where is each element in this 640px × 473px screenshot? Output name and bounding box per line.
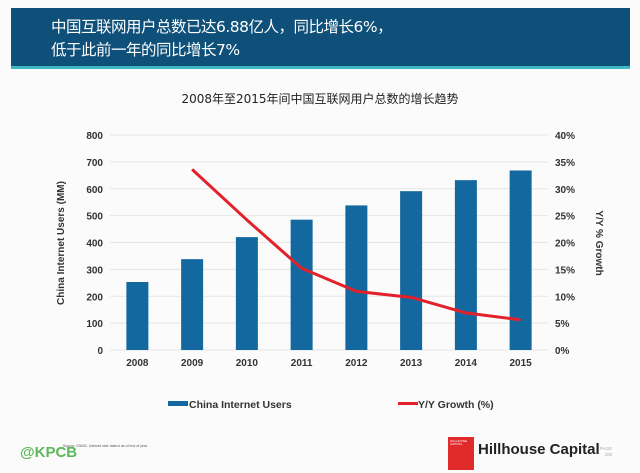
y2-tick-label: 40% [555, 131, 575, 142]
x-tick-label: 2013 [400, 358, 423, 369]
growth-line [191, 168, 521, 322]
x-tick-label: 2010 [236, 358, 259, 369]
y-tick-label: 200 [86, 292, 103, 303]
y2-tick-label: 5% [555, 319, 570, 330]
x-tick-label: 2011 [291, 358, 313, 369]
y2-axis-label: Y/Y % Growth [593, 210, 604, 275]
legend-swatch-users [168, 401, 188, 406]
x-tick-label: 2014 [455, 358, 478, 369]
y-tick-label: 0 [97, 346, 103, 357]
legend-label-users: China Internet Users [189, 399, 292, 411]
y2-tick-label: 30% [555, 185, 575, 196]
bar-2011 [290, 219, 313, 350]
y2-tick-label: 25% [555, 212, 575, 223]
bar-2013 [400, 191, 423, 350]
page-number: PAGE 180 [600, 446, 613, 457]
y-tick-label: 100 [86, 319, 103, 330]
y-tick-label: 400 [86, 239, 103, 250]
y-tick-label: 600 [86, 185, 103, 196]
y-tick-label: 500 [86, 212, 103, 223]
kpcb-logo: @KPCB [20, 444, 78, 461]
y2-tick-label: 35% [555, 158, 575, 169]
y2-tick-label: 20% [555, 239, 575, 250]
bar-2012 [345, 205, 368, 350]
chart-title: 2008年至2015年间中国互联网用户总数的增长趋势 [181, 92, 459, 106]
header-banner: 中国互联网用户总数已达6.88亿人，同比增长6%， 低于此前一年的同比增长7% [11, 8, 630, 69]
y-axis-label: China Internet Users (MM) [56, 181, 67, 305]
bar-2014 [454, 180, 477, 350]
hillhouse-logo: HILLHOUSE CAPITAL [448, 437, 474, 470]
y-tick-label: 300 [86, 265, 103, 276]
x-tick-label: 2008 [126, 358, 149, 369]
bar-2009 [181, 259, 204, 350]
y2-tick-label: 10% [555, 292, 575, 303]
y-tick-label: 800 [86, 131, 103, 142]
legend-label-growth: Y/Y Growth (%) [418, 399, 494, 411]
bar-2008 [126, 282, 149, 350]
x-tick-label: 2015 [510, 358, 533, 369]
brand-name: Hillhouse Capital [478, 441, 600, 458]
bar-2010 [235, 237, 258, 350]
x-tick-label: 2012 [345, 358, 368, 369]
headline-line-2: 低于此前一年的同比增长7% [51, 41, 240, 59]
headline-line-1: 中国互联网用户总数已达6.88亿人，同比增长6%， [51, 18, 393, 36]
y-tick-label: 700 [86, 158, 103, 169]
source-note: Source: CNNIC. Internet user data is as … [63, 444, 148, 448]
bar-2015 [509, 170, 532, 350]
legend-swatch-growth [398, 402, 418, 405]
y2-tick-label: 15% [555, 265, 575, 276]
y2-tick-label: 0% [555, 346, 570, 357]
x-tick-label: 2009 [181, 358, 204, 369]
